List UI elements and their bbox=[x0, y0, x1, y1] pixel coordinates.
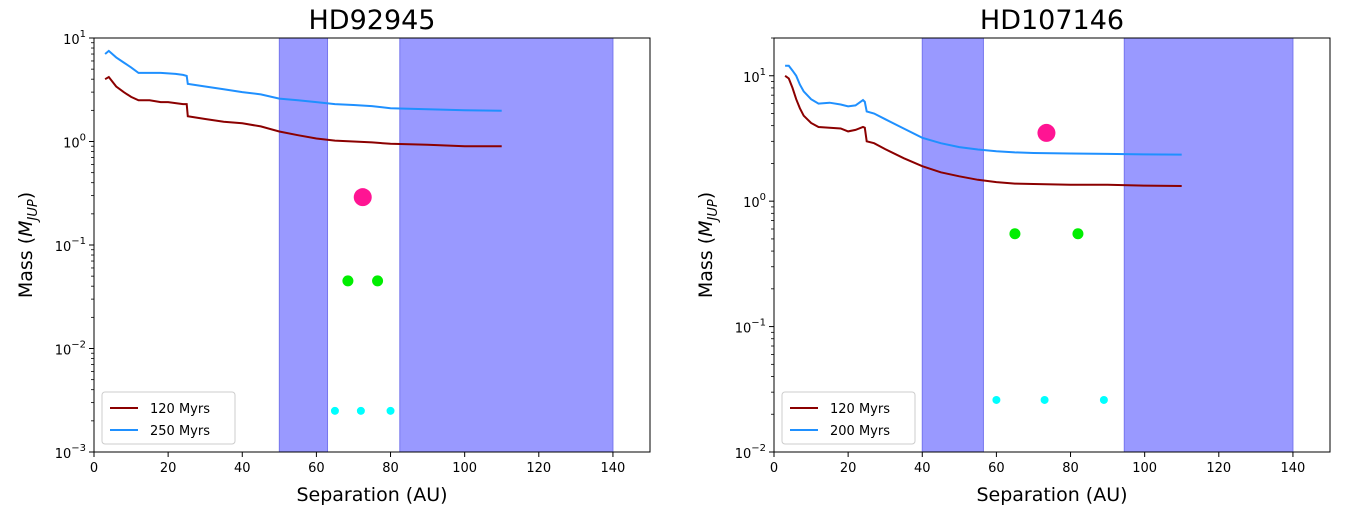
y-axis-label-symbol: M bbox=[15, 220, 37, 236]
y-axis-label-subscript: JUP bbox=[26, 199, 41, 223]
x-tick-label: 80 bbox=[1062, 461, 1079, 476]
legend: 120 Myrs 250 Myrs bbox=[101, 391, 236, 445]
series-line-2 bbox=[104, 49, 502, 112]
y-axis-label-paren-open: ( bbox=[695, 237, 717, 250]
legend-label: 250 Myrs bbox=[150, 424, 210, 439]
y-axis-label: Mass (MJUP) bbox=[695, 192, 721, 298]
y-tick-base: 10 bbox=[735, 322, 752, 337]
y-axis-label-subscript: JUP bbox=[706, 199, 721, 223]
y-tick-label: 100 bbox=[743, 192, 766, 211]
y-tick-base: 10 bbox=[63, 137, 80, 152]
y-tick-base: 10 bbox=[63, 33, 80, 48]
y-tick-base: 10 bbox=[55, 344, 72, 359]
chart-panel-2: 0 20 40 60 80 100 120 14010−210−1100101HD107146… bbox=[695, 5, 1331, 506]
legend-label: 120 Myrs bbox=[150, 402, 210, 417]
x-tick-label: 120 bbox=[526, 461, 551, 476]
y-tick-label: 10−2 bbox=[735, 443, 766, 462]
y-axis-label: Mass (MJUP) bbox=[15, 192, 41, 298]
y-tick-base: 10 bbox=[735, 447, 752, 462]
y-tick-base: 10 bbox=[55, 447, 72, 462]
planet-marker bbox=[386, 406, 395, 415]
y-tick-exponent: −1 bbox=[71, 236, 86, 247]
legend: 120 Myrs 200 Myrs bbox=[781, 391, 916, 445]
y-tick-exponent: 1 bbox=[760, 67, 766, 78]
x-tick-label: 0 bbox=[770, 461, 778, 476]
x-tick-label: 120 bbox=[1206, 461, 1231, 476]
y-axis-label-text: Mass bbox=[695, 250, 717, 298]
x-tick-label: 60 bbox=[988, 461, 1005, 476]
legend-label: 120 Myrs bbox=[830, 402, 890, 417]
planet-marker bbox=[1009, 228, 1021, 240]
planet-marker bbox=[992, 395, 1001, 404]
x-axis-label: Separation (AU) bbox=[976, 484, 1127, 506]
shaded-region bbox=[278, 37, 329, 453]
x-tick-label: 140 bbox=[1281, 461, 1306, 476]
y-tick-base: 10 bbox=[743, 71, 760, 86]
y-axis-label-paren-close: ) bbox=[15, 192, 37, 199]
y-tick-label: 10−1 bbox=[735, 318, 766, 337]
y-tick-base: 10 bbox=[55, 240, 72, 255]
y-tick-exponent: 0 bbox=[760, 192, 766, 203]
planet-marker bbox=[1099, 395, 1108, 404]
x-axis-label: Separation (AU) bbox=[296, 484, 447, 506]
y-tick-base: 10 bbox=[743, 196, 760, 211]
y-tick-exponent: −3 bbox=[71, 443, 86, 454]
y-tick-label: 100 bbox=[63, 133, 86, 152]
x-tick-label: 0 bbox=[90, 461, 98, 476]
y-tick-label: 10−3 bbox=[55, 443, 86, 462]
chart-title: HD107146 bbox=[980, 5, 1124, 36]
x-tick-label: 140 bbox=[601, 461, 626, 476]
y-tick-label: 10−2 bbox=[55, 340, 86, 359]
y-axis-label-text: Mass bbox=[15, 250, 37, 298]
x-tick-label: 20 bbox=[840, 461, 857, 476]
y-tick-exponent: 1 bbox=[80, 29, 86, 40]
y-axis-label-paren-open: ( bbox=[15, 237, 37, 250]
shaded-region bbox=[1123, 37, 1294, 453]
planet-marker bbox=[1040, 395, 1049, 404]
x-tick-label: 80 bbox=[382, 461, 399, 476]
y-tick-label: 101 bbox=[743, 67, 766, 86]
legend-label: 200 Myrs bbox=[830, 424, 890, 439]
y-tick-exponent: −2 bbox=[751, 443, 766, 454]
y-tick-exponent: −1 bbox=[751, 318, 766, 329]
y-tick-exponent: −2 bbox=[71, 340, 86, 351]
shaded-region bbox=[921, 37, 984, 453]
planet-marker bbox=[372, 275, 384, 287]
y-axis-label-symbol: M bbox=[695, 220, 717, 236]
x-tick-label: 20 bbox=[160, 461, 177, 476]
planet-marker bbox=[330, 406, 339, 415]
y-tick-exponent: 0 bbox=[80, 133, 86, 144]
planet-marker bbox=[1037, 123, 1056, 142]
x-tick-label: 40 bbox=[234, 461, 251, 476]
series-line-1 bbox=[784, 74, 1182, 187]
planet-marker bbox=[353, 188, 372, 207]
y-tick-label: 10−1 bbox=[55, 236, 86, 255]
chart-title: HD92945 bbox=[309, 5, 436, 36]
x-tick-label: 60 bbox=[308, 461, 325, 476]
x-tick-label: 100 bbox=[452, 461, 477, 476]
y-axis-label-paren-close: ) bbox=[695, 192, 717, 199]
x-tick-label: 100 bbox=[1132, 461, 1157, 476]
planet-marker bbox=[1072, 228, 1084, 240]
shaded-region bbox=[399, 37, 614, 453]
planet-marker bbox=[356, 406, 365, 415]
planet-marker bbox=[342, 275, 354, 287]
x-tick-label: 40 bbox=[914, 461, 931, 476]
series-line-1 bbox=[104, 75, 502, 148]
series-line-2 bbox=[785, 64, 1182, 156]
y-tick-label: 101 bbox=[63, 29, 86, 48]
plot-frame bbox=[773, 37, 1331, 453]
